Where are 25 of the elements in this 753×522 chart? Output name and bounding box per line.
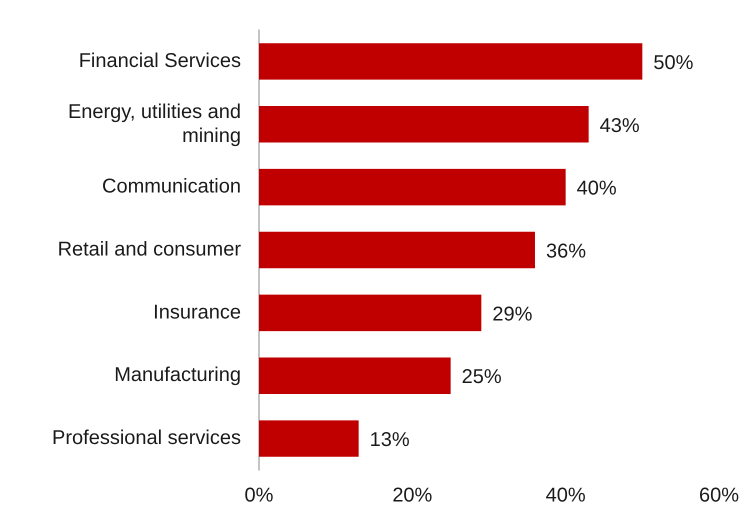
x-tick-label: 60% xyxy=(698,484,740,507)
x-tick-label: 0% xyxy=(244,484,274,507)
data-label: 43% xyxy=(600,114,640,137)
data-label: 13% xyxy=(370,429,410,452)
data-label: 25% xyxy=(462,366,502,388)
bar xyxy=(259,294,482,332)
data-label: 40% xyxy=(576,178,617,200)
data-label: 29% xyxy=(492,303,533,326)
y-tick-label: Insurance xyxy=(153,301,241,324)
bar xyxy=(259,106,589,143)
data-label: 36% xyxy=(546,240,586,263)
y-tick-label: Financial Services xyxy=(78,50,241,72)
bar xyxy=(259,43,642,80)
bar xyxy=(259,420,359,457)
y-tick-label: Retail and consumer xyxy=(58,238,242,261)
y-tick-label: Energy, utilities and mining xyxy=(68,100,241,147)
bar xyxy=(259,357,451,394)
y-tick-label: Manufacturing xyxy=(114,364,241,386)
y-tick-label: Professional services xyxy=(52,427,241,450)
x-tick-label: 20% xyxy=(392,484,433,507)
y-tick-label: Communication xyxy=(102,176,241,198)
data-label: 50% xyxy=(653,52,694,74)
bar xyxy=(259,232,535,268)
x-tick-label: 40% xyxy=(546,484,586,507)
bar xyxy=(259,168,566,206)
